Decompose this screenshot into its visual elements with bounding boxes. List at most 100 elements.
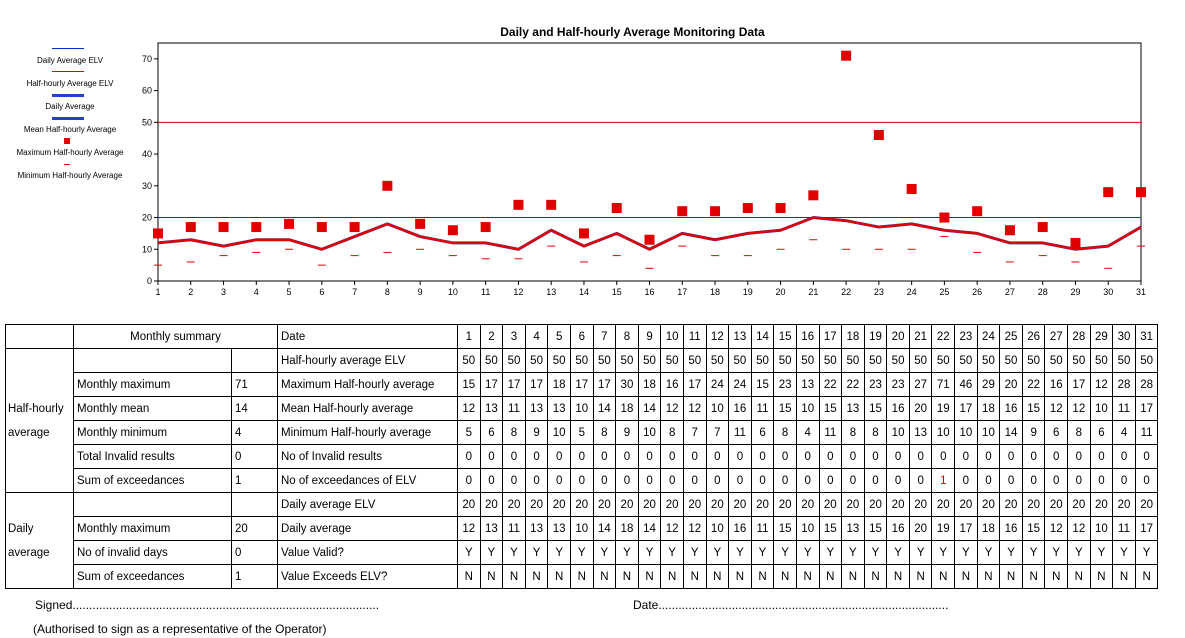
- day-value: Y: [841, 540, 865, 565]
- summary-value: 4: [231, 420, 278, 445]
- day-value: 20: [682, 492, 707, 517]
- day-value: 11: [750, 396, 775, 421]
- day-value: Y: [1021, 540, 1046, 565]
- day-header: 14: [750, 324, 775, 349]
- x-tick-label: 29: [1070, 287, 1080, 297]
- day-value: 11: [818, 420, 843, 445]
- day-value: Y: [705, 540, 730, 565]
- y-tick-label: 0: [147, 276, 152, 286]
- day-value: 15: [818, 516, 843, 541]
- day-value: 0: [592, 444, 617, 469]
- series-maximum-half-hourly-average-point: [513, 199, 524, 210]
- day-value: 20: [592, 492, 617, 517]
- day-value: 20: [931, 492, 956, 517]
- day-value: 6: [1044, 420, 1069, 445]
- summary-label: Monthly mean: [73, 396, 232, 421]
- day-value: 20: [750, 492, 775, 517]
- day-value: N: [818, 564, 843, 589]
- summary-value: 1: [231, 564, 278, 589]
- day-value: 0: [479, 468, 504, 493]
- legend-symbol-minimum-half-hourly-average: [64, 164, 70, 165]
- monthly-summary-header: Monthly summary: [73, 324, 278, 349]
- day-value: 6: [1089, 420, 1114, 445]
- x-tick-label: 21: [808, 287, 818, 297]
- day-header: 31: [1134, 324, 1159, 349]
- legend-entry-daily-average: Daily Average: [45, 102, 95, 111]
- day-value: 0: [615, 468, 639, 493]
- day-header: 12: [705, 324, 730, 349]
- day-value: 0: [954, 444, 978, 469]
- day-value: 0: [999, 444, 1023, 469]
- day-value: Y: [547, 540, 571, 565]
- day-value: 50: [954, 348, 978, 373]
- y-tick-label: 30: [142, 181, 152, 191]
- day-value: 10: [795, 516, 820, 541]
- day-value: 0: [863, 444, 888, 469]
- day-header: 6: [569, 324, 594, 349]
- day-value: 50: [750, 348, 775, 373]
- day-value: 15: [1021, 516, 1046, 541]
- day-value: Y: [479, 540, 504, 565]
- day-value: N: [457, 564, 481, 589]
- day-value: 50: [886, 348, 910, 373]
- day-value: 20: [1044, 492, 1069, 517]
- day-value: 12: [1089, 372, 1114, 397]
- day-value: 0: [728, 444, 752, 469]
- day-value: 0: [863, 468, 888, 493]
- legend-entry-daily-average-elv: Daily Average ELV: [37, 56, 103, 65]
- day-value: N: [886, 564, 910, 589]
- day-value: 11: [502, 396, 526, 421]
- section-label: average: [8, 546, 50, 559]
- y-tick-label: 40: [142, 149, 152, 159]
- day-value: 50: [1089, 348, 1114, 373]
- day-value: 50: [569, 348, 594, 373]
- day-value: 20: [569, 492, 594, 517]
- day-value: 20: [773, 492, 797, 517]
- day-value: 50: [457, 348, 481, 373]
- day-value: 50: [705, 348, 730, 373]
- day-header: 29: [1089, 324, 1114, 349]
- blank-cell: [5, 324, 74, 349]
- table-row: Sum of exceedances 1 No of exceedances of …: [6, 468, 1159, 493]
- series-maximum-half-hourly-average-point: [218, 222, 229, 233]
- y-tick-label: 70: [142, 54, 152, 64]
- series-maximum-half-hourly-average-point: [841, 50, 852, 61]
- table-row: Monthly mean 14 Mean Half-hourly average 12…: [6, 396, 1159, 421]
- x-tick-label: 22: [841, 287, 851, 297]
- day-value: N: [569, 564, 594, 589]
- day-header: 25: [999, 324, 1023, 349]
- summary-label: Monthly maximum: [73, 372, 232, 397]
- series-mean-half-hourly-average-line: [157, 216, 1142, 251]
- day-value: 0: [547, 444, 571, 469]
- day-value: 50: [841, 348, 865, 373]
- day-value: 20: [502, 492, 526, 517]
- day-value: Y: [999, 540, 1023, 565]
- summary-value: [231, 492, 278, 517]
- day-header: 13: [728, 324, 752, 349]
- summary-label: Monthly maximum: [73, 516, 232, 541]
- day-value: 50: [818, 348, 843, 373]
- monitoring-summary-table: Monthly summary Date 1 2 3 4 5 6 7 8 9 10 11 12 13 14 15…: [5, 324, 1159, 589]
- row-label: Mean Half-hourly average: [277, 396, 458, 421]
- day-value: 13: [479, 396, 504, 421]
- day-value: 0: [1021, 444, 1046, 469]
- day-value: 13: [524, 516, 549, 541]
- series-maximum-half-hourly-average-point: [480, 222, 491, 233]
- row-label: No of exceedances of ELV: [277, 468, 458, 493]
- table-row: Total Invalid results 0 No of Invalid resu…: [6, 444, 1159, 469]
- authorisation-note: (Authorised to sign as a representative …: [33, 622, 327, 636]
- row-label: No of Invalid results: [277, 444, 458, 469]
- day-value: N: [931, 564, 956, 589]
- day-value: 18: [615, 396, 639, 421]
- summary-label: [73, 348, 232, 373]
- day-value: N: [660, 564, 684, 589]
- day-value: 6: [750, 420, 775, 445]
- day-value: 17: [592, 372, 617, 397]
- day-header: 30: [1112, 324, 1136, 349]
- summary-value: 1: [231, 468, 278, 493]
- x-tick-label: 19: [743, 287, 753, 297]
- day-value: 50: [931, 348, 956, 373]
- y-tick-label: 10: [142, 244, 152, 254]
- day-value: 0: [908, 444, 933, 469]
- day-header: 7: [592, 324, 617, 349]
